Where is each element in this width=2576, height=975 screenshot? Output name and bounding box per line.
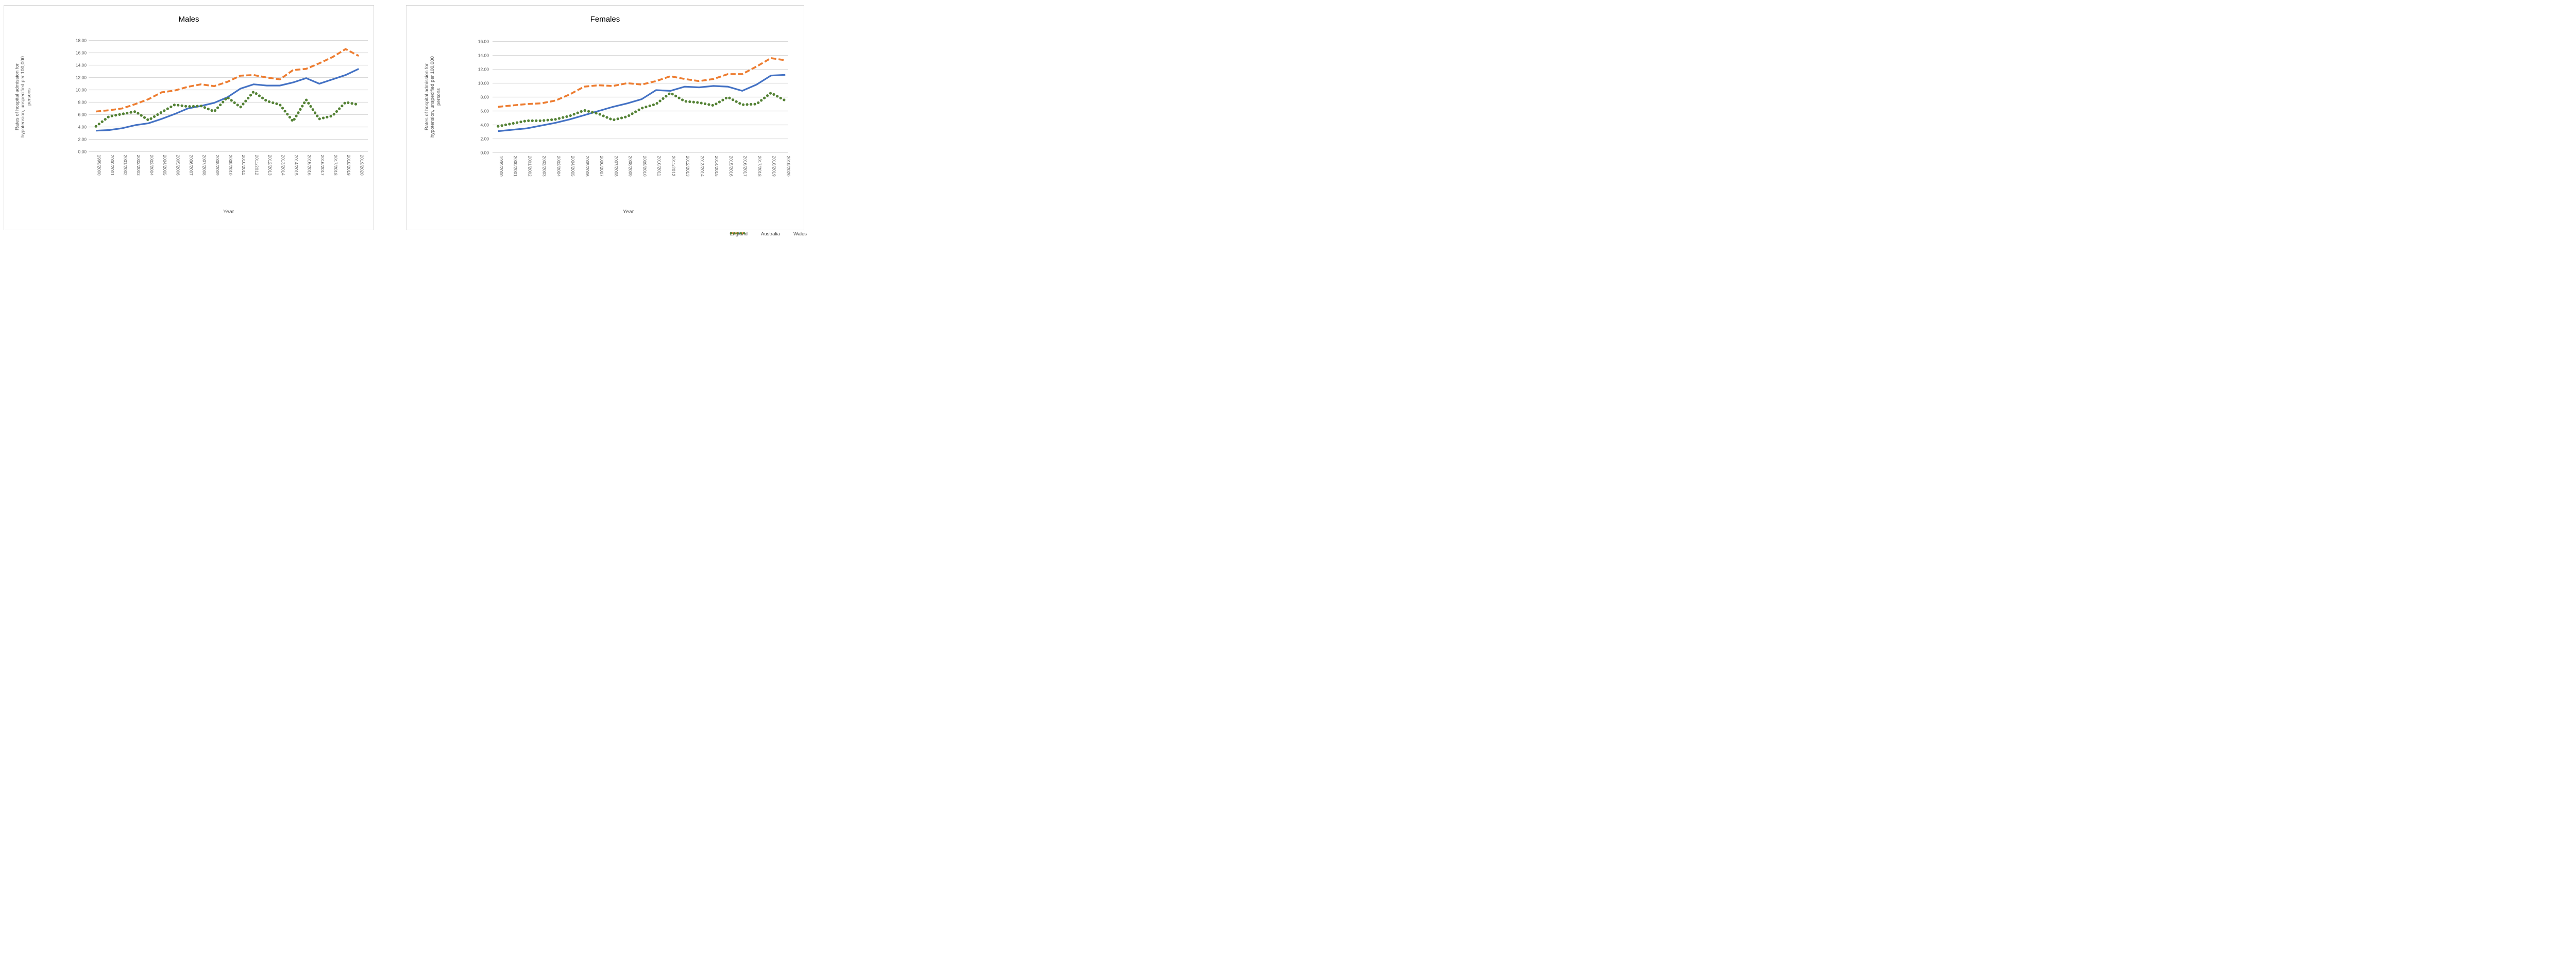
- x-tick-label: 2009/2010: [642, 156, 648, 177]
- x-tick-label: 2005/2006: [585, 156, 590, 177]
- y-tick-label: 4.00: [78, 125, 87, 130]
- x-tick-label: 2002/2003: [136, 155, 141, 176]
- x-tick-label: 2000/2001: [110, 155, 115, 176]
- females-chart-card: Females Rates of hospital admission for …: [406, 5, 804, 230]
- x-tick-label: 2016/2017: [320, 155, 325, 176]
- series-line-wales: [497, 91, 787, 128]
- x-tick-label: 2015/2016: [728, 156, 734, 177]
- x-tick-label: 2008/2009: [215, 155, 220, 176]
- x-tick-label: 2003/2004: [556, 156, 561, 177]
- x-tick-label: 2009/2010: [228, 155, 233, 176]
- figure-two-line-charts: Males Rates of hospital admission for hy…: [0, 0, 809, 244]
- y-tick-label: 2.00: [78, 137, 87, 142]
- y-tick-label: 10.00: [478, 81, 489, 86]
- females-chart-title: Females: [590, 15, 620, 24]
- y-tick-label: 8.00: [480, 95, 489, 100]
- x-tick-label: 2010/2011: [656, 156, 662, 177]
- chart-legend: England Australia Wales: [730, 231, 807, 237]
- y-tick-label: 0.00: [480, 150, 489, 156]
- y-tick-label: 12.00: [478, 67, 489, 72]
- legend-item-wales: Wales: [730, 231, 807, 237]
- x-tick-label: 2002/2003: [541, 156, 547, 177]
- x-tick-label: 2001/2002: [528, 156, 533, 177]
- x-tick-label: 2001/2002: [123, 155, 128, 176]
- y-tick-label: 6.00: [78, 112, 87, 117]
- y-tick-label: 10.00: [76, 88, 87, 93]
- x-tick-label: 2007/2008: [201, 155, 207, 176]
- series-line-australia: [96, 48, 360, 113]
- x-tick-label: 2011/2012: [671, 156, 676, 177]
- males-chart-title: Males: [178, 15, 199, 24]
- series-line-england: [96, 68, 359, 132]
- x-tick-label: 2017/2018: [333, 155, 338, 176]
- x-tick-label: 2015/2016: [307, 155, 312, 176]
- x-tick-label: 2014/2015: [294, 155, 299, 176]
- y-tick-label: 16.00: [478, 39, 489, 44]
- x-tick-label: 2010/2011: [241, 155, 246, 176]
- x-tick-label: 2013/2014: [700, 156, 705, 177]
- x-tick-label: 2000/2001: [513, 156, 518, 177]
- x-tick-label: 2012/2013: [685, 156, 690, 177]
- x-tick-label: 1999/2000: [96, 155, 101, 176]
- legend-label-wales: Wales: [793, 231, 807, 237]
- x-tick-label: 2008/2009: [628, 156, 633, 177]
- y-tick-label: 14.00: [76, 63, 87, 68]
- y-tick-label: 18.00: [76, 38, 87, 43]
- x-tick-label: 2006/2007: [599, 156, 604, 177]
- y-tick-label: 8.00: [78, 100, 87, 105]
- legend-label-australia: Australia: [760, 231, 780, 237]
- series-line-england: [498, 74, 786, 132]
- x-tick-label: 2004/2005: [162, 155, 167, 176]
- x-tick-label: 2003/2004: [149, 155, 154, 176]
- y-tick-label: 16.00: [76, 50, 87, 56]
- wales-dotted-line-icon: [730, 232, 747, 235]
- y-tick-label: 6.00: [480, 109, 489, 114]
- males-plot-area: 18.00 16.00 14.00 12.00 10.00 8.00 6.00 4.00 2.0…: [76, 38, 368, 176]
- x-tick-label: 2017/2018: [757, 156, 762, 177]
- x-tick-label: 2018/2019: [771, 156, 776, 177]
- x-tick-label: 2007/2008: [614, 156, 619, 177]
- x-tick-label: 1999/2000: [499, 156, 504, 177]
- y-tick-label: 0.00: [78, 149, 87, 155]
- y-tick-label: 12.00: [76, 75, 87, 80]
- x-tick-label: 2005/2006: [175, 155, 180, 176]
- x-tick-label: 2012/2013: [267, 155, 273, 176]
- x-tick-label: 2019/2020: [786, 156, 791, 177]
- x-tick-label: 2018/2019: [346, 155, 351, 176]
- x-tick-label: 2014/2015: [714, 156, 719, 177]
- y-tick-label: 4.00: [480, 123, 489, 128]
- males-chart-card: Males Rates of hospital admission for hy…: [4, 5, 374, 230]
- females-plot-area: 16.00 14.00 12.00 10.00 8.00 6.00 4.00 2.00 0.00…: [478, 39, 791, 177]
- x-tick-label: 2006/2007: [189, 155, 194, 176]
- series-line-australia: [498, 57, 786, 108]
- males-x-axis-title: Year: [223, 209, 234, 215]
- x-tick-label: 2019/2020: [359, 155, 364, 176]
- x-tick-label: 2013/2014: [280, 155, 285, 176]
- x-tick-label: 2004/2005: [570, 156, 575, 177]
- series-line-wales: [94, 90, 360, 128]
- y-tick-label: 2.00: [480, 136, 489, 142]
- x-tick-label: 2011/2012: [254, 155, 259, 176]
- y-tick-label: 14.00: [478, 53, 489, 58]
- x-tick-label: 2016/2017: [743, 156, 748, 177]
- legend-item-australia: Australia: [730, 231, 780, 237]
- females-x-axis-title: Year: [623, 209, 634, 215]
